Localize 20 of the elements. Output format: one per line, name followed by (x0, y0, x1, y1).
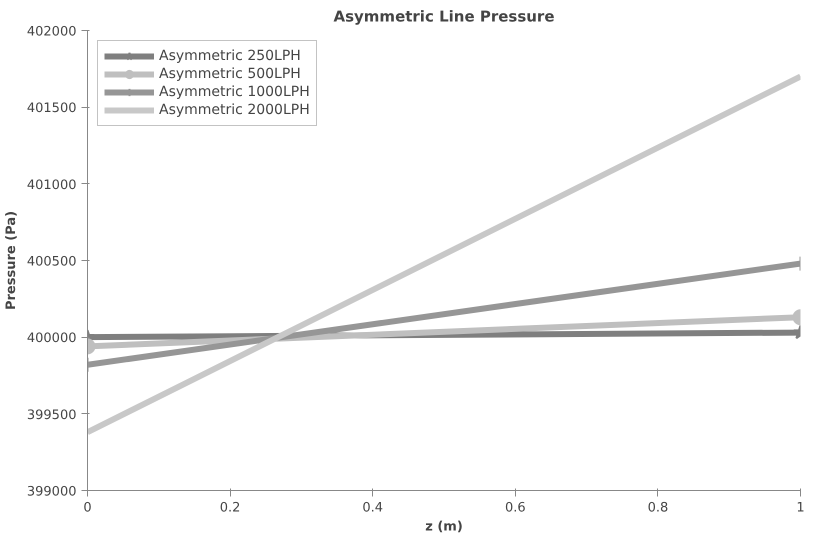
x-axis-title: z (m) (425, 520, 463, 534)
x-tick-label: 0 (83, 500, 92, 516)
x-tick-label: 0.8 (648, 500, 668, 516)
y-tick-label: 401500 (26, 101, 77, 116)
y-tick-label: 399500 (26, 408, 77, 423)
y-tick-label: 402000 (26, 24, 77, 40)
chart-title: Asymmetric Line Pressure (333, 8, 555, 26)
legend-label: Asymmetric 1000LPH (159, 83, 310, 101)
x-tick-label: 0.4 (362, 500, 384, 516)
y-tick-label: 399000 (26, 484, 77, 500)
legend-label: Asymmetric 2000LPH (159, 101, 310, 119)
legend-label: Asymmetric 500LPH (159, 65, 301, 83)
y-axis-title: Pressure (Pa) (4, 210, 19, 310)
x-tick-label: 0.6 (504, 500, 526, 516)
x-tick-label: 1 (796, 500, 805, 516)
y-tick-label: 401000 (26, 178, 77, 193)
y-tick-label: 400000 (26, 331, 77, 346)
x-tick-label: 0.2 (220, 500, 240, 516)
legend-label: Asymmetric 250LPH (159, 47, 301, 65)
y-tick-label: 400500 (26, 254, 77, 270)
